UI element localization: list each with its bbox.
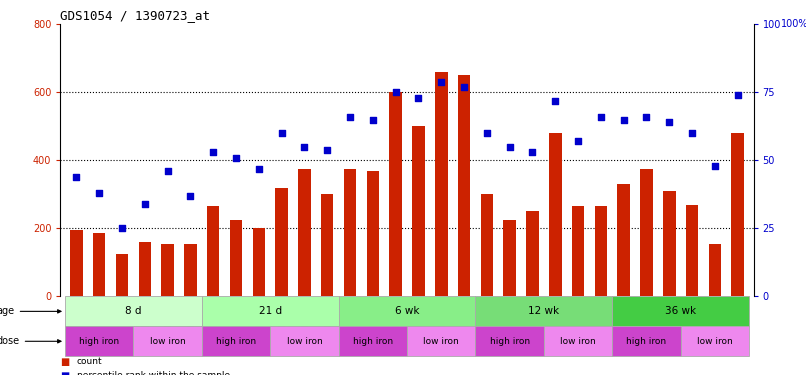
Bar	[476, 326, 544, 356]
Point	[526, 149, 539, 155]
Bar	[270, 326, 339, 356]
Bar	[367, 171, 379, 296]
Point	[161, 168, 174, 174]
Bar	[613, 326, 680, 356]
Point	[275, 130, 288, 136]
Text: count: count	[77, 357, 102, 366]
Bar	[731, 133, 744, 296]
Point	[663, 119, 675, 125]
Bar	[298, 169, 310, 296]
Bar	[93, 234, 106, 296]
Point	[731, 92, 744, 98]
Bar	[65, 326, 134, 356]
Bar	[458, 75, 471, 296]
Bar	[339, 296, 476, 326]
Point	[549, 98, 562, 104]
Point	[434, 78, 447, 84]
Bar	[504, 220, 516, 296]
Bar	[680, 326, 749, 356]
Bar	[276, 188, 288, 296]
Point	[389, 89, 402, 95]
Bar	[640, 169, 653, 296]
Bar	[202, 326, 270, 356]
Point	[594, 114, 607, 120]
Bar	[116, 254, 128, 296]
Bar	[686, 205, 698, 296]
Text: low iron: low iron	[287, 337, 322, 346]
Text: GDS1054 / 1390723_at: GDS1054 / 1390723_at	[60, 9, 210, 22]
Bar	[161, 244, 174, 296]
Bar	[480, 194, 493, 296]
Point	[503, 144, 516, 150]
Text: percentile rank within the sample: percentile rank within the sample	[77, 371, 230, 375]
Text: 8 d: 8 d	[125, 306, 142, 316]
Point	[640, 114, 653, 120]
Text: high iron: high iron	[626, 337, 667, 346]
Point	[207, 149, 220, 155]
Text: high iron: high iron	[79, 337, 119, 346]
Bar	[526, 211, 538, 296]
Text: low iron: low iron	[423, 337, 459, 346]
Point	[298, 144, 311, 150]
Text: high iron: high iron	[489, 337, 530, 346]
Text: low iron: low iron	[697, 337, 733, 346]
Bar	[708, 244, 721, 296]
Point	[617, 117, 630, 123]
Point	[70, 174, 83, 180]
Bar	[184, 244, 197, 296]
Bar	[617, 184, 630, 296]
Bar	[321, 194, 334, 296]
Point	[343, 114, 356, 120]
Bar	[139, 242, 151, 296]
Point	[115, 225, 128, 231]
Text: 12 wk: 12 wk	[528, 306, 559, 316]
Text: ■: ■	[60, 357, 69, 367]
Point	[139, 201, 152, 207]
Bar	[663, 191, 675, 296]
Text: ■: ■	[60, 371, 69, 375]
Text: high iron: high iron	[216, 337, 256, 346]
Text: low iron: low iron	[150, 337, 185, 346]
Bar	[407, 326, 476, 356]
Text: 21 d: 21 d	[259, 306, 282, 316]
Point	[708, 163, 721, 169]
Bar	[134, 326, 202, 356]
Bar	[476, 296, 613, 326]
Point	[571, 138, 584, 144]
Bar	[595, 206, 607, 296]
Text: high iron: high iron	[353, 337, 393, 346]
Point	[321, 147, 334, 153]
Point	[230, 154, 243, 160]
Text: 6 wk: 6 wk	[395, 306, 419, 316]
Point	[480, 130, 493, 136]
Point	[458, 84, 471, 90]
Point	[184, 193, 197, 199]
Bar	[230, 220, 243, 296]
Text: 36 wk: 36 wk	[665, 306, 696, 316]
Point	[412, 95, 425, 101]
Point	[252, 165, 265, 171]
Bar	[207, 206, 219, 296]
Bar	[70, 230, 83, 296]
Bar	[252, 228, 265, 296]
Bar	[202, 296, 339, 326]
Bar	[343, 169, 356, 296]
Point	[93, 190, 106, 196]
Bar	[613, 296, 749, 326]
Bar	[389, 92, 402, 296]
Y-axis label: 100%: 100%	[782, 19, 806, 29]
Bar	[435, 72, 447, 296]
Bar	[65, 296, 202, 326]
Text: low iron: low iron	[560, 337, 596, 346]
Point	[367, 117, 380, 123]
Bar	[571, 206, 584, 296]
Text: age: age	[0, 306, 61, 316]
Bar	[339, 326, 407, 356]
Text: dose: dose	[0, 336, 61, 346]
Bar	[549, 133, 562, 296]
Bar	[544, 326, 613, 356]
Bar	[412, 126, 425, 296]
Point	[686, 130, 699, 136]
